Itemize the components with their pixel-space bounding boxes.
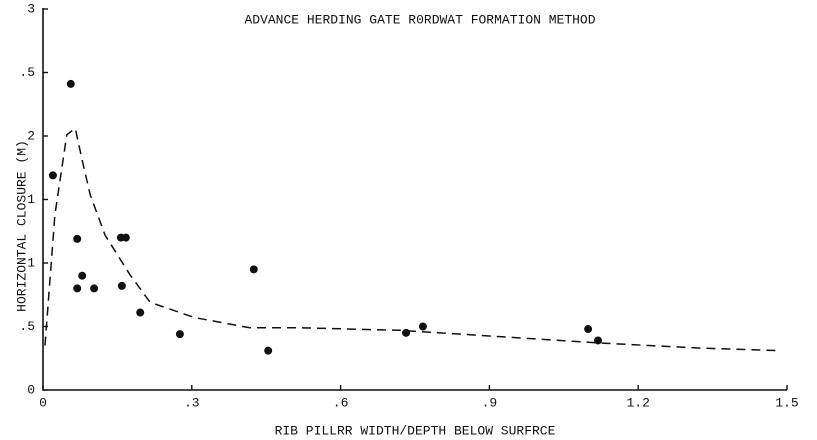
data-point [48,171,57,180]
data-point [73,234,82,243]
x-axis-label: RIB PILLRR WIDTH/DEPTH BELOW SURFRCE [275,423,556,438]
y-tick-label: .5 [19,319,35,334]
data-point [249,265,258,274]
y-tick-label: 0 [27,382,35,397]
y-tick-label: 2 [27,128,35,143]
trend-line [44,127,781,352]
data-point [121,233,130,242]
y-tick-label: 3 [27,1,35,16]
data-point [117,281,126,290]
data-point [78,271,87,280]
x-tick-label: 1.5 [775,395,798,410]
axes [42,8,787,391]
x-tick-label: 1.2 [626,395,649,410]
y-tick-label: 1 [27,192,35,207]
x-tick-label: .6 [333,395,349,410]
data-point [594,336,603,345]
x-tick-label: .3 [184,395,200,410]
data-point [73,284,82,293]
x-tick-label: 0 [39,395,47,410]
y-tick-label: .5 [19,65,35,80]
data-point [584,325,593,334]
y-tick-label: 1 [27,255,35,270]
y-axis-label: HORIZONTAL CLOSURE (M) [14,140,29,312]
chart-title: ADVANCE HERDING GATE R0RDWAT FORMATION M… [244,12,595,27]
data-point [264,346,273,355]
data-point [136,308,145,317]
data-point [66,79,75,88]
x-tick-label: .9 [482,395,498,410]
data-point [175,330,184,339]
data-point [418,322,427,331]
data-point [90,284,99,293]
data-point [402,328,411,337]
